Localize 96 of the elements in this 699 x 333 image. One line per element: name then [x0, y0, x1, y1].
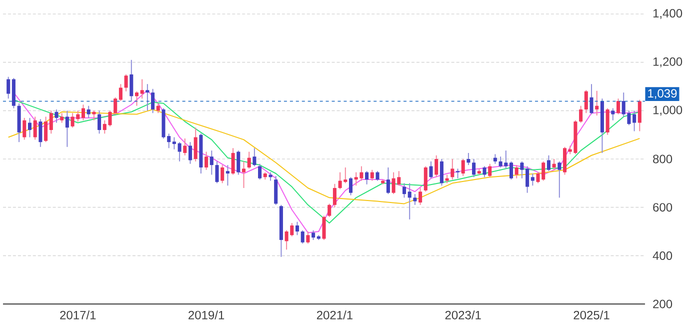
- candlestick: [151, 88, 155, 114]
- y-tick-label: 400: [652, 251, 672, 260]
- candlestick: [365, 170, 369, 185]
- candlestick: [226, 164, 230, 186]
- candlestick: [579, 105, 583, 124]
- candlestick: [236, 150, 240, 176]
- candlestick: [178, 142, 182, 162]
- candlestick: [530, 173, 534, 186]
- x-tick-label: 2019/1: [188, 310, 224, 320]
- candlestick: [172, 136, 176, 150]
- candlestick: [44, 116, 48, 143]
- candlestick: [65, 110, 69, 148]
- candlestick: [429, 160, 433, 179]
- candlestick: [215, 160, 219, 184]
- candlestick: [98, 110, 102, 134]
- candlestick: [6, 76, 10, 100]
- candlestick: [370, 169, 374, 182]
- candlestick: [188, 142, 192, 164]
- candlestick: [322, 215, 326, 240]
- candlestick: [300, 230, 304, 244]
- candlestick: [616, 98, 620, 115]
- candlestick: [124, 74, 128, 92]
- candlestick: [482, 166, 486, 178]
- candlestick: [611, 108, 615, 121]
- candlestick: [520, 160, 524, 179]
- candlestick: [526, 166, 530, 194]
- candlestick: [488, 163, 492, 178]
- candlestick: [386, 166, 390, 195]
- candlestick: [118, 84, 122, 102]
- y-tick-label: 200: [653, 300, 672, 308]
- candlestick: [156, 102, 160, 114]
- candlestick: [295, 221, 300, 236]
- candlestick: [220, 164, 224, 184]
- candlestick: [546, 154, 550, 172]
- candlestick: [424, 166, 428, 192]
- candlestick: [466, 152, 470, 166]
- ref-line-label: 1,039: [648, 89, 677, 100]
- candlestick: [332, 183, 336, 208]
- candlestick: [418, 188, 422, 206]
- candlestick: [312, 230, 316, 240]
- y-tick-label: 800: [653, 154, 672, 164]
- candlestick: [584, 90, 588, 114]
- candlestick: [376, 170, 380, 182]
- y-tick-label: 1,000: [653, 106, 682, 116]
- candlestick: [49, 110, 53, 134]
- y-tick-label: 600: [653, 203, 672, 212]
- candlestick: [242, 160, 246, 188]
- candlestick: [22, 117, 26, 140]
- candlestick: [258, 163, 262, 180]
- x-tick-label: 2023/1: [445, 310, 481, 320]
- candlestick: [590, 84, 594, 115]
- x-tick-label: 2025/1: [574, 310, 610, 320]
- candlestick: [558, 160, 562, 198]
- candlestick: [231, 148, 235, 176]
- candlestick: [632, 110, 636, 132]
- y-tick-label: 1,200: [653, 57, 682, 68]
- candlestick: [440, 158, 444, 186]
- candlestick: [81, 104, 86, 121]
- candlestick: [434, 154, 438, 178]
- candlestick: [54, 108, 58, 124]
- candlestick: [134, 90, 139, 106]
- candlestick: [514, 164, 518, 179]
- candlestick: [461, 158, 465, 176]
- candlestick: [306, 231, 310, 244]
- candlestick: [183, 138, 187, 156]
- candlestick: [247, 151, 251, 170]
- candlestick: [252, 148, 256, 167]
- candlestick: [472, 158, 476, 178]
- candlestick: [130, 59, 134, 102]
- candlestick: [450, 158, 454, 180]
- x-tick-label: 2017/1: [60, 310, 96, 320]
- candlestick: [328, 203, 332, 218]
- candlestick: [28, 117, 32, 138]
- candlestick: [493, 154, 497, 164]
- candlestick: [606, 108, 610, 136]
- candlestick: [638, 99, 642, 132]
- y-tick-label: 1,400: [653, 9, 682, 19]
- candlestick: [33, 116, 37, 140]
- candlestick: [552, 158, 556, 170]
- candlestick: [92, 110, 96, 121]
- candlestick: [194, 127, 198, 162]
- candlestick: [140, 78, 144, 100]
- candlestick: [348, 176, 353, 196]
- candlestick: [86, 105, 90, 118]
- candlestick: [38, 118, 42, 148]
- candlestick: [413, 194, 417, 206]
- candlestick: [204, 151, 208, 170]
- candlestick: [146, 84, 150, 112]
- candlestick: [402, 182, 406, 198]
- candlestick: [595, 90, 599, 116]
- x-tick-label: 2021/1: [316, 310, 352, 320]
- candlestick: [509, 160, 514, 180]
- candlestick: [60, 112, 64, 124]
- candlestick: [456, 168, 460, 179]
- candlestick: [408, 182, 412, 220]
- candlestick: [210, 150, 214, 176]
